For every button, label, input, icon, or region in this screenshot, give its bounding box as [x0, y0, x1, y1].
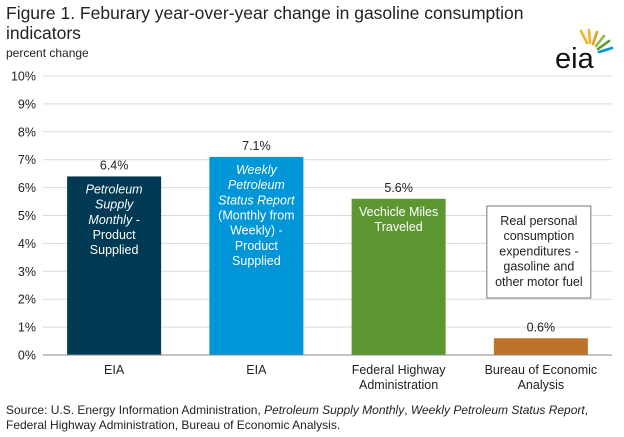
y-tick-label: 1% [18, 321, 36, 335]
value-label: 5.6% [384, 181, 413, 195]
x-category-label: Bureau of Economic [485, 363, 598, 377]
eia-logo-icon: eia [555, 28, 614, 74]
value-label: 0.6% [527, 320, 556, 334]
eia-logo-text: eia [555, 43, 595, 74]
chart-title: Figure 1. Feburary year-over-year change… [6, 3, 524, 43]
bar-annotation-line: Monthly - [88, 213, 139, 227]
bar-annotation-line: gasoline and [503, 260, 574, 274]
bar-annotation-line: Product [93, 228, 137, 242]
bar-annotation-line: expenditures - [499, 244, 578, 258]
bar-annotation-line: Weekly [236, 163, 278, 177]
bars [67, 156, 588, 355]
bar-annotation-line: Product [235, 239, 279, 253]
y-tick-label: 2% [18, 293, 36, 307]
bar [209, 156, 304, 355]
y-axis-unit-label: percent change [6, 46, 89, 60]
bar-annotation-line: Petroleum [86, 182, 143, 196]
y-tick-label: 10% [11, 70, 36, 84]
bar-annotation-line: Vechicle Miles [359, 205, 438, 219]
bar [493, 338, 588, 355]
y-tick-label: 5% [18, 209, 36, 223]
bar-annotation-line: Status Report [218, 193, 295, 207]
source-suffix: , Federal Highway Administration, Bureau… [6, 403, 589, 432]
source-note: Source: U.S. Energy Information Administ… [6, 403, 618, 433]
y-tick-label: 6% [18, 181, 36, 195]
y-tick-label: 9% [18, 97, 36, 111]
bar [67, 176, 162, 355]
bar-annotation-line: Weekly) - [230, 224, 283, 238]
bar-annotation-line: Supply [95, 198, 134, 212]
value-label: 7.1% [242, 139, 271, 153]
value-label: 6.4% [100, 158, 129, 172]
bar-annotation-line: Petroleum [228, 178, 285, 192]
y-axis-ticks: 0% 1% 2% 3% 4% 5% 6% 7% 8% 9% 10% [11, 70, 36, 363]
bar [351, 198, 446, 355]
bar-annotation-line: (Monthly from [218, 209, 294, 223]
y-tick-label: 0% [18, 349, 36, 363]
bar-annotation-line: consumption [503, 229, 574, 243]
bar-annotation-line: other motor fuel [495, 275, 583, 289]
value-labels: 6.4% 7.1% 5.6% 0.6% [100, 139, 555, 334]
bar-annotation-line: Real personal [500, 214, 577, 228]
x-category-label: Federal Highway [352, 363, 447, 377]
source-separator: , [404, 403, 411, 417]
x-category-label: Administration [359, 378, 438, 392]
y-tick-label: 4% [18, 237, 36, 251]
source-prefix: Source: U.S. Energy Information Administ… [6, 403, 265, 417]
x-category-label: EIA [246, 363, 267, 377]
y-tick-label: 3% [18, 265, 36, 279]
y-tick-label: 8% [18, 125, 36, 139]
bar-annotation-line: Supplied [232, 254, 281, 268]
x-category-label: EIA [104, 363, 125, 377]
y-tick-label: 7% [18, 153, 36, 167]
annotation-box [486, 205, 592, 299]
bar-annotation-line: Supplied [90, 243, 139, 257]
x-category-label: Analysis [518, 378, 565, 392]
bar-annotation-line: Traveled [375, 220, 423, 234]
source-publication-psm: Petroleum Supply Monthly [264, 403, 405, 417]
source-publication-wpsr: Weekly Petroleum Status Report [410, 403, 585, 417]
